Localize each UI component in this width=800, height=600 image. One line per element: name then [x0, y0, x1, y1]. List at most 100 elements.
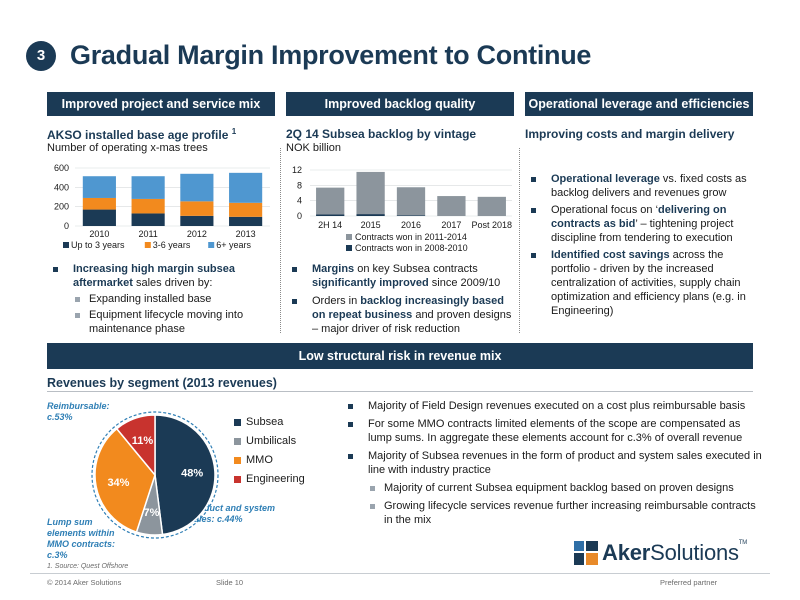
bullet-item: Identified cost savings across the portf… [525, 248, 755, 318]
pie-data-label: 7% [144, 507, 160, 519]
pie-slice [154, 414, 216, 536]
x-tick-label: 2010 [89, 229, 109, 239]
bullet-text: sales driven by: [132, 277, 213, 289]
x-tick-label: 2015 [361, 220, 381, 230]
bullet-item: Majority of Subsea revenues in the form … [342, 449, 762, 477]
pie-slice [115, 414, 156, 478]
bullet-text: since 2009/10 [428, 277, 501, 289]
bullet-text: and proven designs – major driver of ris… [312, 309, 512, 335]
bullet-text: vs. fixed costs as backlog delivers and … [551, 173, 747, 199]
bullet-highlight: significantly improved [312, 277, 429, 289]
bar-segment [437, 196, 466, 216]
x-tick-label: 2016 [401, 220, 421, 230]
bullet-item: Operational leverage vs. fixed costs as … [525, 172, 755, 200]
column-divider [280, 148, 281, 333]
bar-segment [229, 202, 263, 217]
col1-chart-title: AKSO installed base age profile 1 [47, 127, 236, 142]
legend-label: Subsea [246, 416, 284, 428]
bar-segment [180, 173, 214, 202]
col1-chart-title-text: AKSO installed base age profile [47, 128, 229, 142]
bullet-highlight: backlog increasingly based on repeat bus… [312, 295, 504, 321]
section2-header: Low structural risk in revenue mix [47, 343, 753, 369]
pie-legend-engineering: Engineering [234, 473, 305, 485]
col2-chart-title: 2Q 14 Subsea backlog by vintage [286, 127, 477, 141]
y-tick-label: 4 [297, 196, 302, 206]
legend-label: Engineering [246, 473, 305, 485]
bar-segment [180, 215, 214, 226]
bullet-text: Orders in [312, 295, 361, 307]
bullet-text: on key Subsea contracts [354, 263, 478, 275]
x-tick-label: 2017 [441, 220, 461, 230]
bar-segment [82, 209, 116, 226]
legend-swatch [63, 242, 69, 248]
bullet-text: ’ – tightening project discipline from t… [551, 218, 734, 244]
y-tick-label: 8 [297, 180, 302, 190]
bullet-text: across the portfolio - driven by the inc… [551, 249, 746, 317]
section2-divider [47, 391, 753, 392]
bar-segment [229, 216, 263, 226]
source-footnote: 1. Source: Quest Offshore [47, 563, 129, 570]
sub-bullet-item: Growing lifecycle services revenue furth… [342, 499, 762, 527]
bar-segment [477, 196, 506, 216]
bullet-item: Margins on key Subsea contracts signific… [286, 262, 516, 290]
aker-solutions-logo: AkerSolutionsTM [574, 540, 747, 566]
bar-segment [82, 197, 116, 210]
bar-segment [316, 187, 345, 215]
sub-bullet-text: Expanding installed base [89, 293, 212, 305]
bullet-item: Increasing high margin subsea aftermarke… [47, 262, 277, 290]
pie-legend-subsea: Subsea [234, 416, 283, 428]
y-tick-label: 600 [54, 163, 69, 173]
bar-segment [396, 187, 426, 216]
bullet-highlight: Increasing high margin subsea aftermarke… [73, 263, 235, 289]
bullet-item: For some MMO contracts limited elements … [342, 417, 762, 445]
bullet-text: Operational focus on ‘ [551, 204, 659, 216]
slide-title-group: 3 Gradual Margin Improvement to Continue [26, 40, 591, 71]
col1-title-footnote-ref: 1 [231, 127, 237, 136]
bullet-item: Orders in backlog increasingly based on … [286, 294, 516, 336]
installed-base-chart: 0 200 400 600 2010 2011 2012 2013 Up to 3 years 3… [54, 163, 270, 250]
bullet-highlight: Margins [312, 263, 355, 275]
annotation-lump-sum: Lump sum elements within MMO contracts: … [47, 517, 116, 560]
logo-wordmark: AkerSolutionsTM [602, 540, 748, 565]
footer-tagline: Preferred partner [660, 578, 718, 587]
pie-legend-mmo: MMO [234, 454, 273, 466]
col3-header: Operational leverage and efficiencies [525, 92, 753, 116]
bullet-text: Majority of Field Design revenues execut… [368, 400, 746, 412]
x-tick-label: Post 2018 [472, 220, 513, 230]
page-title: Gradual Margin Improvement to Continue [70, 40, 592, 70]
col2-chart-subtitle: NOK billion [286, 142, 342, 154]
legend-swatch [144, 242, 151, 248]
bullet-text: For some MMO contracts limited elements … [368, 418, 743, 444]
legend-label: MMO [246, 454, 273, 466]
col2-bullets: Margins on key Subsea contracts signific… [286, 262, 516, 336]
footer-slide-number: Slide 10 [216, 578, 244, 587]
y-tick-label: 200 [54, 202, 69, 212]
pie-data-label: 48% [181, 468, 203, 480]
legend-label: Contracts won in 2011-2014 [355, 232, 467, 242]
col1-header: Improved project and service mix [47, 92, 275, 116]
pie-legend-umbilicals: Umbilicals [234, 435, 296, 447]
legend-label: 3-6 years [153, 240, 191, 250]
bar-segment [131, 198, 165, 214]
legend-label: Umbilicals [246, 435, 297, 447]
bullet-highlight: Operational leverage [551, 173, 660, 185]
bullet-item: Operational focus on ‘delivering on cont… [525, 203, 755, 245]
bar-segment [316, 214, 345, 216]
bullet-highlight: delivering on contracts as bid [551, 204, 727, 230]
y-tick-label: 12 [292, 165, 302, 175]
x-tick-label: 2012 [187, 229, 207, 239]
annotation-product-sales: Product and system sales: c.44% [189, 503, 276, 524]
legend-label: 6+ years [216, 240, 251, 250]
y-tick-label: 400 [54, 182, 69, 192]
pie-outline-dashed [91, 411, 219, 539]
sub-bullet-text: Majority of current Subsea equipment bac… [384, 482, 734, 494]
bar-segment [131, 176, 165, 199]
col1-chart-subtitle: Number of operating x-mas trees [47, 142, 208, 154]
annotation-reimbursable: Reimbursable: c.53% [47, 401, 110, 422]
sub-bullet-item: Majority of current Subsea equipment bac… [342, 481, 762, 495]
bar-segment [356, 171, 385, 215]
bullet-item: Majority of Field Design revenues execut… [342, 399, 762, 413]
pie-data-label: 11% [132, 435, 154, 447]
col3-title: Improving costs and margin delivery [525, 127, 735, 141]
section2-bullets: Majority of Field Design revenues execut… [342, 399, 762, 527]
